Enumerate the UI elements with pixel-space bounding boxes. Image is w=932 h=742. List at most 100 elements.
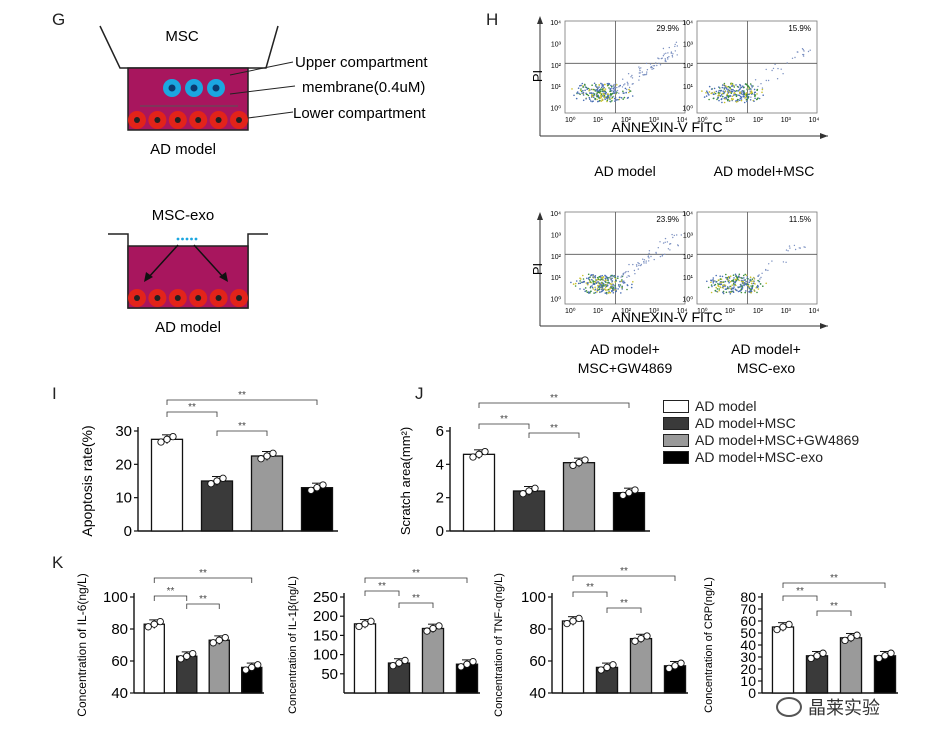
data-point bbox=[637, 634, 645, 643]
bar bbox=[462, 453, 496, 532]
significance-bracket bbox=[166, 399, 318, 405]
ad-model-label-2: AD model bbox=[155, 319, 221, 336]
flow-caption-msc: AD model+MSC bbox=[714, 163, 815, 179]
data-point bbox=[263, 452, 271, 460]
significance-bracket bbox=[364, 577, 468, 583]
data-point bbox=[779, 623, 787, 631]
significance-bracket bbox=[478, 402, 630, 408]
wechat-icon bbox=[776, 697, 802, 717]
significance-mark: ** bbox=[167, 586, 175, 597]
quadrant-percent: 29.9% bbox=[656, 24, 679, 33]
y-tick-label: 100 bbox=[103, 589, 128, 606]
data-point bbox=[887, 649, 895, 657]
x-tick: 10² bbox=[621, 117, 632, 124]
y-tick-label: 2 bbox=[436, 490, 444, 507]
y-tick: 10² bbox=[683, 63, 694, 70]
pi-arrowhead bbox=[537, 212, 543, 220]
data-point bbox=[469, 453, 477, 461]
data-point bbox=[631, 637, 639, 645]
x-tick: 10⁴ bbox=[809, 308, 820, 315]
ad-cells-bottom bbox=[128, 289, 248, 307]
bar bbox=[150, 438, 184, 532]
msc-cells bbox=[163, 79, 225, 97]
data-point bbox=[677, 659, 685, 667]
data-point bbox=[881, 652, 889, 660]
x-tick: 10⁴ bbox=[677, 117, 688, 124]
y-tick: 10² bbox=[683, 254, 694, 261]
significance-mark: ** bbox=[620, 566, 628, 577]
data-point bbox=[609, 661, 617, 669]
data-point bbox=[183, 652, 191, 660]
x-tick: 10² bbox=[621, 308, 632, 315]
y-tick-label: 200 bbox=[313, 608, 338, 625]
y-tick-label: 70 bbox=[740, 601, 756, 617]
y-tick-label: 20 bbox=[115, 456, 132, 473]
exosome-dot bbox=[190, 237, 193, 241]
significance-bracket bbox=[782, 595, 818, 601]
data-point bbox=[313, 484, 321, 492]
y-tick-label: 80 bbox=[529, 621, 546, 638]
x-tick: 10⁰ bbox=[565, 116, 576, 124]
flow-events bbox=[570, 233, 682, 295]
data-point bbox=[773, 625, 781, 634]
legend-swatch-gw bbox=[663, 434, 689, 447]
y-tick-label: 6 bbox=[436, 423, 444, 440]
exosome-dot bbox=[185, 237, 189, 241]
legend-label-ad: AD model bbox=[695, 398, 757, 414]
significance-bracket bbox=[186, 603, 220, 609]
exo-arrow-right bbox=[193, 244, 225, 279]
annexin-label: ANNEXIN-V FITC bbox=[611, 119, 722, 135]
y-tick-label: 10 bbox=[740, 673, 756, 689]
panel-i-letter: I bbox=[52, 384, 57, 403]
ad-nucleus bbox=[195, 117, 202, 123]
y-tick: 10¹ bbox=[683, 275, 694, 282]
data-point bbox=[575, 459, 583, 467]
data-point bbox=[219, 474, 227, 482]
data-point bbox=[631, 486, 639, 494]
data-point bbox=[619, 491, 627, 500]
y-tick-label: 50 bbox=[321, 666, 338, 683]
y-tick-label: 40 bbox=[529, 685, 546, 702]
chart-scratch: Scratch area(mm²) 0 2 4 6 ** ** ** bbox=[398, 393, 650, 540]
data-point bbox=[813, 652, 821, 660]
data-point bbox=[643, 632, 651, 640]
bar bbox=[771, 626, 795, 694]
data-point bbox=[569, 461, 577, 470]
x-tick: 10⁴ bbox=[809, 117, 820, 124]
membrane-label: membrane(0.4uM) bbox=[302, 79, 425, 96]
significance-bracket bbox=[478, 423, 530, 429]
data-point bbox=[563, 619, 571, 628]
watermark: 晶莱实验 bbox=[776, 694, 880, 720]
data-point bbox=[163, 435, 171, 443]
data-point bbox=[242, 666, 250, 674]
data-point bbox=[144, 623, 152, 631]
data-point bbox=[525, 487, 533, 495]
pi-label: PI bbox=[530, 70, 545, 82]
ad-nucleus bbox=[154, 117, 161, 123]
y-tick: 10⁰ bbox=[550, 296, 561, 304]
bar bbox=[143, 623, 165, 694]
y-tick: 10³ bbox=[551, 41, 562, 48]
data-point bbox=[169, 432, 177, 441]
bar bbox=[250, 455, 284, 532]
data-point bbox=[457, 663, 465, 671]
ad-cells-top bbox=[128, 111, 248, 129]
data-point bbox=[435, 622, 443, 630]
ad-nucleus bbox=[134, 117, 140, 123]
legend-label-exo: AD model+MSC-exo bbox=[695, 449, 823, 465]
legend-label-msc: AD model+MSC bbox=[695, 415, 796, 431]
y-axis-label: Concentration of CRP(ng/L) bbox=[703, 577, 715, 713]
data-point bbox=[150, 620, 158, 628]
legend-swatch-ad bbox=[663, 400, 689, 413]
y-tick-label: 40 bbox=[111, 685, 128, 702]
quadrant-percent: 23.9% bbox=[656, 215, 679, 224]
ad-nucleus bbox=[195, 295, 202, 301]
bar bbox=[629, 637, 653, 694]
bar bbox=[353, 623, 377, 694]
significance-mark: ** bbox=[830, 573, 838, 584]
quadrant-percent: 15.9% bbox=[788, 24, 811, 33]
y-axis-label: Concentration of IL-6(ng/L) bbox=[75, 573, 89, 716]
y-tick-label: 50 bbox=[740, 625, 756, 641]
data-point bbox=[575, 614, 583, 623]
x-tick: 10⁰ bbox=[565, 307, 576, 315]
